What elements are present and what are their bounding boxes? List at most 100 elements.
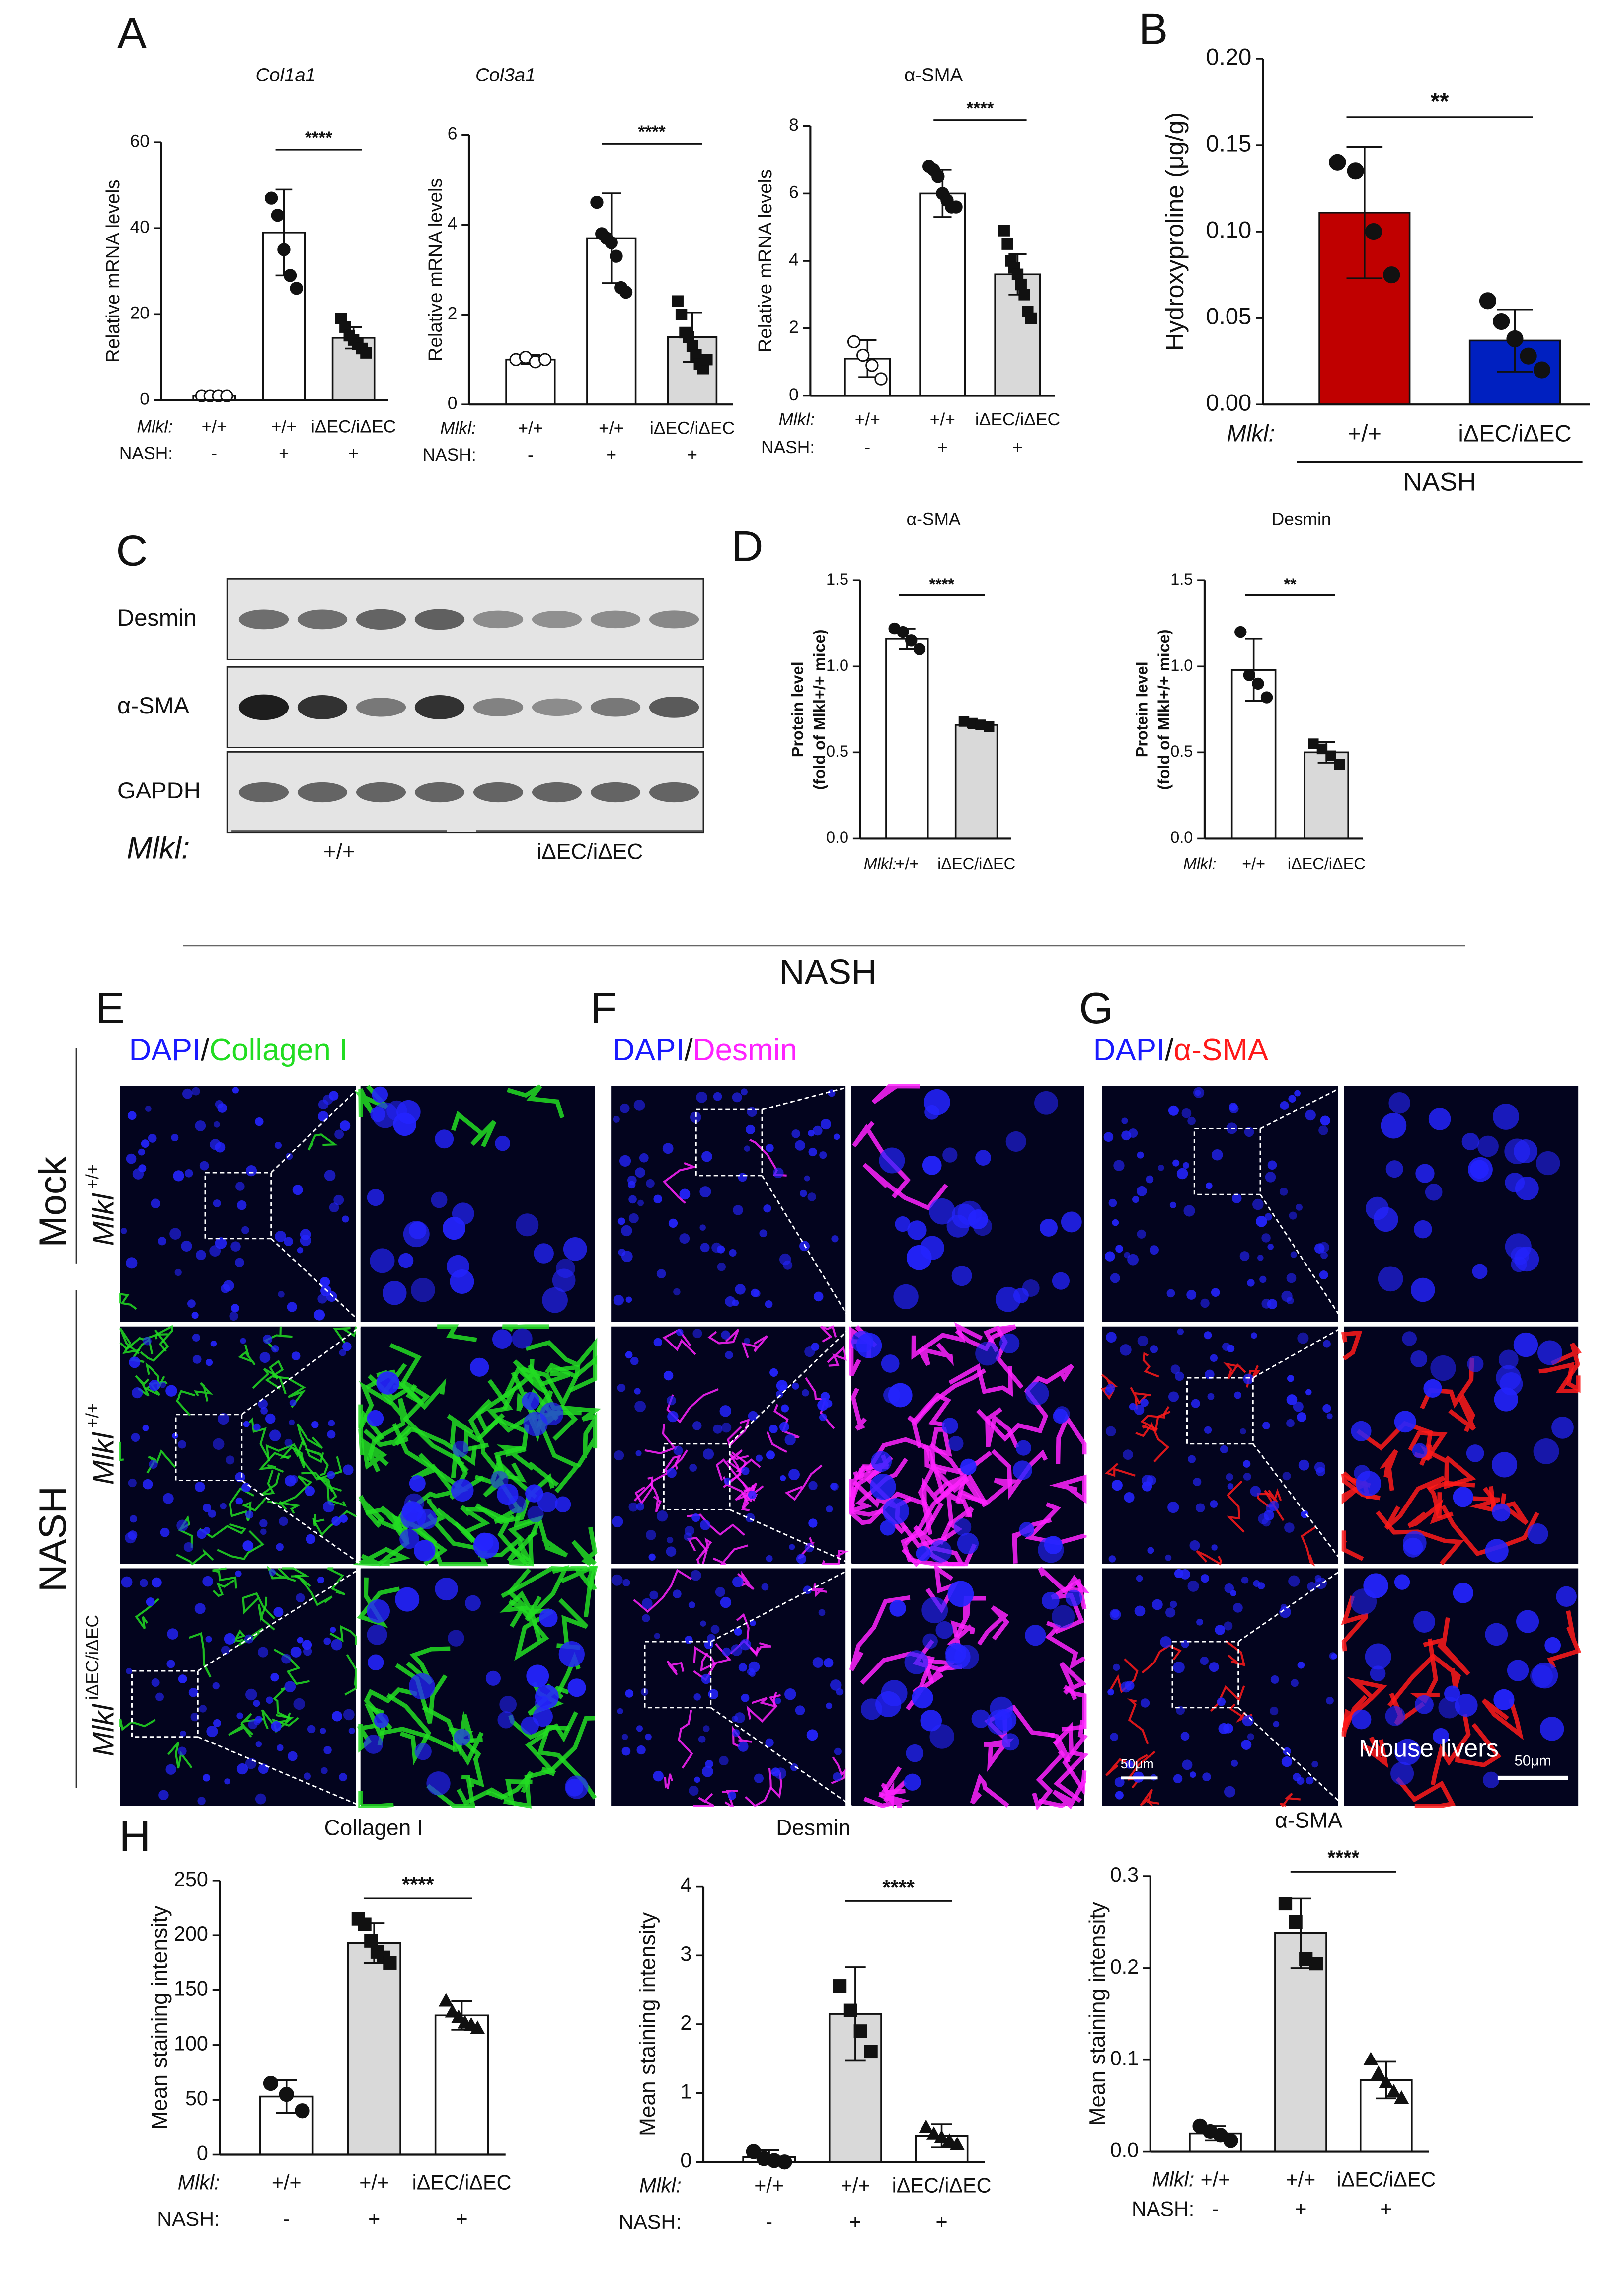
blot-band <box>532 782 582 803</box>
image-panel <box>849 1564 1090 1811</box>
condition-row-label: NASH: <box>619 2211 682 2233</box>
nucleus <box>1281 1756 1293 1767</box>
nucleus <box>748 1661 760 1673</box>
nucleus <box>213 1438 225 1450</box>
nucleus <box>1210 1354 1218 1362</box>
stain-signal <box>934 1470 964 1545</box>
nucleus <box>263 1334 273 1344</box>
stain-marker: α-SMA <box>1173 1033 1268 1067</box>
condition-label: - <box>1212 2198 1219 2220</box>
y-tick-label: 0.1 <box>1110 2047 1139 2070</box>
stain-signal <box>1059 1662 1087 1700</box>
nucleus <box>883 1386 901 1404</box>
stain-signal <box>1011 1517 1052 1564</box>
stain-signal <box>273 1687 292 1720</box>
stain-signal <box>1140 1789 1159 1807</box>
nucleus <box>230 1241 241 1252</box>
image-panel <box>611 1568 846 1807</box>
chart-title: Col1a1 <box>255 65 316 86</box>
nucleus <box>1250 1332 1257 1339</box>
nucleus <box>1319 1270 1328 1280</box>
nucleus <box>1263 1510 1274 1521</box>
nucleus <box>804 1175 810 1182</box>
nucleus <box>1218 1723 1229 1734</box>
nucleus <box>636 1725 643 1732</box>
nucleus <box>279 1516 288 1526</box>
nucleus <box>836 1688 844 1696</box>
nucleus <box>666 1396 676 1406</box>
nucleus <box>138 1164 147 1173</box>
stain-signal <box>678 1710 693 1769</box>
data-point <box>1289 1915 1303 1929</box>
nucleus <box>1231 1759 1238 1767</box>
category-label: iΔEC/iΔEC <box>1288 855 1366 872</box>
nucleus <box>1430 1355 1456 1381</box>
y-tick-label: 40 <box>130 217 150 237</box>
nucleus <box>1146 1175 1154 1184</box>
nucleus <box>173 1170 184 1182</box>
nucleus <box>1052 1605 1075 1628</box>
nucleus <box>1054 1406 1070 1422</box>
nucleus <box>1394 1739 1421 1765</box>
category-label: +/+ <box>271 417 297 437</box>
nucleus <box>276 1744 284 1751</box>
nucleus <box>307 1725 316 1734</box>
nucleus <box>339 1514 348 1523</box>
nucleus <box>339 1120 351 1131</box>
nucleus <box>229 1311 238 1321</box>
stain-signal <box>1105 1463 1136 1477</box>
data-point <box>1394 2090 1409 2104</box>
nucleus <box>236 1763 248 1775</box>
nucleus <box>722 1647 731 1657</box>
stain-signal <box>1409 1638 1440 1704</box>
y-tick-label: 0 <box>197 2141 208 2164</box>
nucleus <box>1288 1095 1296 1103</box>
condition-label: + <box>849 2211 861 2233</box>
nucleus <box>409 1673 435 1700</box>
stain-signal <box>394 1426 477 1466</box>
nucleus <box>215 1237 227 1249</box>
zoom-line <box>270 1238 361 1323</box>
nucleus <box>558 1641 585 1667</box>
y-tick-label: 4 <box>448 214 458 234</box>
data-point <box>1223 2133 1238 2148</box>
nucleus <box>1247 1733 1254 1741</box>
data-point <box>958 716 970 727</box>
nucleus <box>126 1153 137 1164</box>
data-point <box>686 340 698 352</box>
stain-signal <box>693 1793 715 1807</box>
stain-signal <box>297 1423 323 1449</box>
scale-bar-label: 50μm <box>1121 1756 1154 1771</box>
stain-signal <box>1056 1413 1087 1464</box>
y-axis-label: (fold of Mlkl+/+ mice) <box>811 629 829 790</box>
nucleus <box>1326 1413 1333 1420</box>
stain-label: DAPI/Desmin <box>613 1033 797 1067</box>
stain-signal <box>1051 1578 1087 1634</box>
nucleus <box>769 1368 778 1377</box>
nucleus <box>226 1455 235 1465</box>
stain-signal <box>228 1723 253 1738</box>
stain-signal <box>1376 1510 1465 1566</box>
nucleus <box>851 1331 874 1353</box>
nucleus <box>689 1785 699 1796</box>
nucleus <box>281 1654 291 1664</box>
nucleus <box>374 1713 389 1728</box>
nucleus <box>292 1185 303 1195</box>
condition-label: + <box>1380 2198 1392 2220</box>
nucleus <box>693 1693 701 1701</box>
stain-signal <box>1395 1777 1456 1808</box>
stain-signal <box>634 1476 654 1505</box>
data-point <box>926 2126 941 2140</box>
nucleus <box>812 1657 824 1668</box>
nucleus <box>1147 1547 1154 1554</box>
nucleus <box>1042 1591 1060 1610</box>
nucleus <box>1505 1173 1525 1192</box>
nucleus <box>1433 1728 1450 1744</box>
nucleus <box>245 1688 257 1701</box>
nucleus <box>719 1405 732 1417</box>
category-row-label: Mlkl: <box>1152 2168 1194 2191</box>
nucleus <box>1160 1636 1172 1648</box>
nucleus <box>194 1603 206 1614</box>
nucleus <box>738 1741 749 1752</box>
